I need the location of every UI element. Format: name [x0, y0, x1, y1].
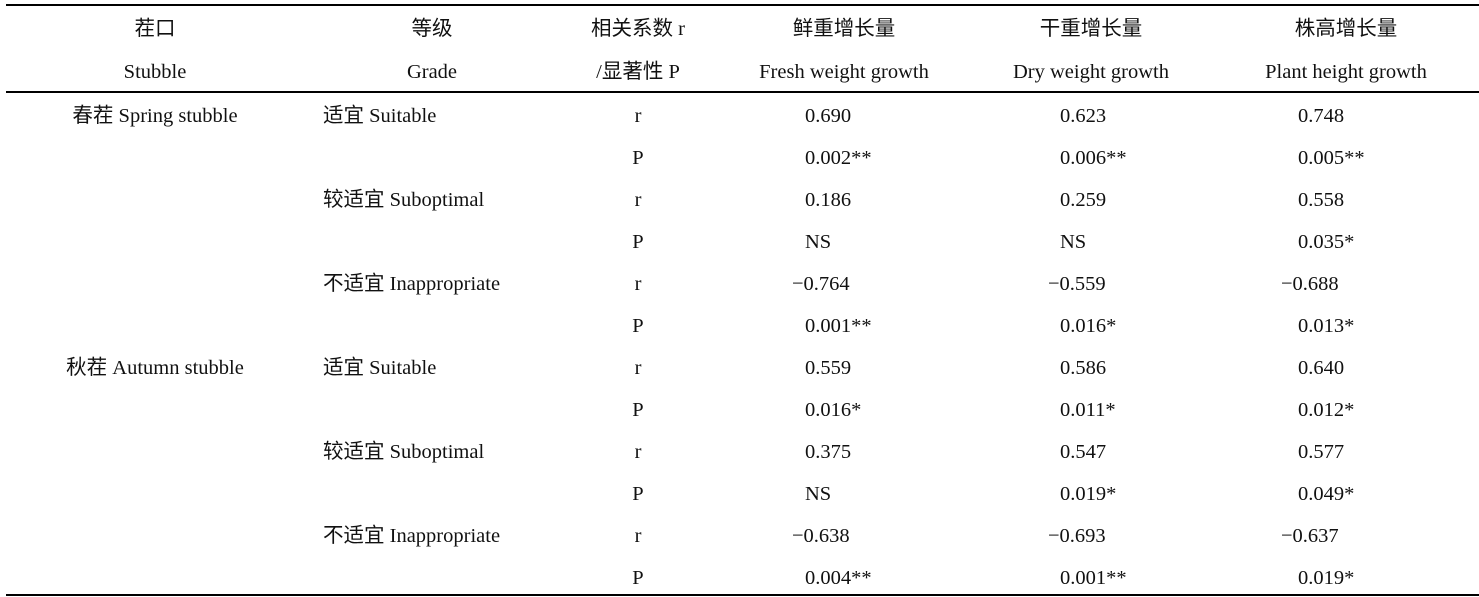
- header-fresh-en: Fresh weight growth: [759, 61, 929, 83]
- stat-cell: P: [632, 231, 644, 253]
- table-top-rule: [6, 4, 1479, 6]
- stat-cell: r: [634, 105, 642, 127]
- stubble-label-autumn: 秋茬 Autumn stubble: [66, 357, 244, 379]
- dry-weight-cell: 0.623: [1060, 105, 1107, 127]
- dry-weight-cell: 0.019*: [1060, 483, 1117, 505]
- plant-height-cell: 0.012*: [1298, 399, 1355, 421]
- stat-cell: r: [634, 273, 642, 295]
- fresh-weight-cell: −0.638: [792, 525, 850, 547]
- stat-cell: r: [634, 357, 642, 379]
- fresh-weight-cell: 0.186: [805, 189, 852, 211]
- grade-label-suboptimal: 较适宜 Suboptimal: [323, 441, 485, 463]
- plant-height-cell: 0.049*: [1298, 483, 1355, 505]
- grade-label-suitable: 适宜 Suitable: [323, 105, 437, 127]
- plant-height-cell: 0.748: [1298, 105, 1345, 127]
- stubble-label-spring: 春茬 Spring stubble: [72, 105, 238, 127]
- header-grade-zh: 等级: [411, 18, 453, 40]
- dry-weight-cell: −0.693: [1048, 525, 1106, 547]
- header-stubble-zh: 茬口: [134, 18, 176, 40]
- stat-cell: r: [634, 189, 642, 211]
- header-coef-zh: 相关系数 r: [591, 18, 685, 40]
- fresh-weight-cell: 0.690: [805, 105, 852, 127]
- fresh-weight-cell: 0.002**: [805, 147, 872, 169]
- table-bottom-rule: [6, 594, 1479, 596]
- stat-cell: P: [632, 399, 644, 421]
- plant-height-cell: −0.688: [1281, 273, 1339, 295]
- dry-weight-cell: 0.011*: [1060, 399, 1116, 421]
- dry-weight-cell: 0.586: [1060, 357, 1107, 379]
- fresh-weight-cell: 0.559: [805, 357, 852, 379]
- grade-label-inappropriate: 不适宜 Inappropriate: [323, 273, 501, 295]
- fresh-weight-cell: NS: [805, 483, 832, 505]
- dry-weight-cell: NS: [1060, 231, 1087, 253]
- dry-weight-cell: 0.016*: [1060, 315, 1117, 337]
- fresh-weight-cell: 0.004**: [805, 567, 872, 589]
- header-stubble-en: Stubble: [123, 61, 187, 83]
- header-height-en: Plant height growth: [1265, 61, 1427, 83]
- header-coef-en: /显著性 P: [596, 61, 680, 83]
- stat-cell: P: [632, 147, 644, 169]
- stat-cell: r: [634, 525, 642, 547]
- plant-height-cell: 0.577: [1298, 441, 1345, 463]
- header-fresh-zh: 鲜重增长量: [792, 18, 896, 40]
- plant-height-cell: 0.019*: [1298, 567, 1355, 589]
- fresh-weight-cell: 0.016*: [805, 399, 862, 421]
- plant-height-cell: 0.640: [1298, 357, 1345, 379]
- stat-cell: P: [632, 315, 644, 337]
- stat-cell: P: [632, 567, 644, 589]
- dry-weight-cell: −0.559: [1048, 273, 1106, 295]
- grade-label-suitable: 适宜 Suitable: [323, 357, 437, 379]
- plant-height-cell: 0.005**: [1298, 147, 1365, 169]
- dry-weight-cell: 0.001**: [1060, 567, 1127, 589]
- plant-height-cell: 0.035*: [1298, 231, 1355, 253]
- dry-weight-cell: 0.259: [1060, 189, 1107, 211]
- table-header-rule: [6, 91, 1479, 93]
- fresh-weight-cell: 0.001**: [805, 315, 872, 337]
- header-grade-en: Grade: [406, 61, 458, 83]
- dry-weight-cell: 0.547: [1060, 441, 1107, 463]
- fresh-weight-cell: −0.764: [792, 273, 850, 295]
- plant-height-cell: −0.637: [1281, 525, 1339, 547]
- header-height-zh: 株高增长量: [1294, 18, 1398, 40]
- header-dry-en: Dry weight growth: [1012, 61, 1170, 83]
- grade-label-inappropriate: 不适宜 Inappropriate: [323, 525, 501, 547]
- grade-label-suboptimal: 较适宜 Suboptimal: [323, 189, 485, 211]
- header-dry-zh: 干重增长量: [1039, 18, 1143, 40]
- plant-height-cell: 0.558: [1298, 189, 1345, 211]
- fresh-weight-cell: NS: [805, 231, 832, 253]
- fresh-weight-cell: 0.375: [805, 441, 852, 463]
- stat-cell: r: [634, 441, 642, 463]
- plant-height-cell: 0.013*: [1298, 315, 1355, 337]
- dry-weight-cell: 0.006**: [1060, 147, 1127, 169]
- stat-cell: P: [632, 483, 644, 505]
